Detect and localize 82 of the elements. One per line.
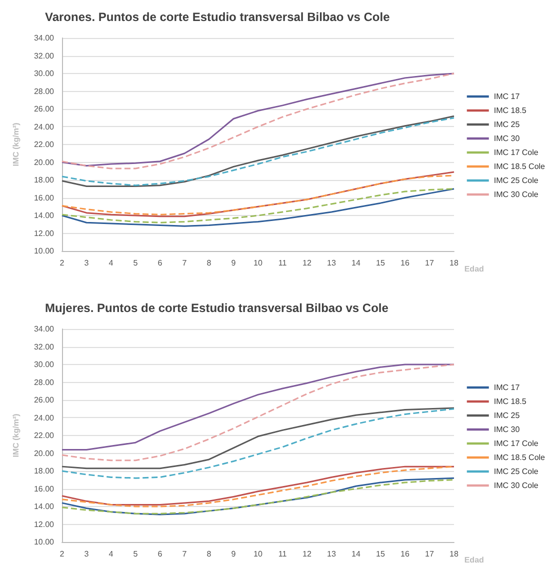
legend-label: IMC 30 — [494, 134, 520, 143]
y-axis-title: IMC (kg/m²) — [12, 413, 20, 458]
x-tick-label: 5 — [133, 258, 138, 268]
legend-label: IMC 25 — [494, 411, 520, 420]
y-tick-label: 30.00 — [34, 69, 55, 78]
legend-label: IMC 17 — [494, 383, 520, 392]
x-tick-label: 17 — [425, 550, 434, 558]
x-tick-label: 9 — [231, 258, 236, 268]
legend-label: IMC 18.5 — [494, 106, 527, 115]
x-tick-label: 4 — [108, 550, 114, 558]
y-tick-label: 18.00 — [34, 176, 55, 184]
x-tick-label: 6 — [158, 550, 163, 558]
x-tick-label: 3 — [84, 258, 90, 268]
y-tick-label: 24.00 — [34, 122, 55, 132]
legend-label: IMC 17 Cole — [494, 148, 539, 157]
x-tick-label: 7 — [182, 258, 188, 268]
x-tick-label: 7 — [182, 550, 188, 558]
y-tick-label: 16.00 — [34, 484, 55, 494]
legend-label: IMC 18.5 Cole — [494, 162, 546, 171]
x-tick-label: 13 — [327, 258, 336, 268]
x-tick-label: 4 — [108, 258, 114, 268]
x-tick-label: 2 — [60, 258, 65, 268]
legend-label: IMC 25 Cole — [494, 467, 539, 476]
y-tick-label: 34.00 — [34, 34, 55, 42]
x-tick-label: 11 — [278, 550, 288, 558]
x-tick-label: 18 — [450, 550, 459, 558]
x-tick-label: 6 — [158, 258, 163, 268]
x-tick-label: 14 — [352, 258, 361, 268]
y-tick-label: 28.00 — [34, 378, 55, 387]
x-tick-label: 9 — [231, 550, 236, 558]
y-tick-label: 14.00 — [34, 502, 55, 511]
y-tick-label: 20.00 — [34, 158, 55, 167]
x-axis-title: Edad — [464, 264, 484, 274]
x-tick-label: 5 — [133, 550, 138, 558]
y-tick-label: 26.00 — [34, 104, 55, 114]
x-tick-label: 17 — [425, 258, 434, 268]
legend-label: IMC 25 — [494, 120, 520, 129]
x-tick-label: 8 — [206, 550, 212, 558]
y-tick-label: 30.00 — [34, 360, 55, 369]
x-tick-label: 2 — [60, 550, 65, 558]
legend-label: IMC 30 Cole — [494, 190, 539, 199]
legend-label: IMC 30 — [494, 425, 520, 434]
x-tick-label: 16 — [400, 550, 410, 558]
x-tick-label: 12 — [302, 550, 312, 558]
y-tick-label: 22.00 — [34, 140, 55, 149]
x-tick-label: 11 — [278, 258, 288, 268]
y-tick-label: 12.00 — [34, 228, 55, 238]
legend-label: IMC 18.5 — [494, 397, 527, 406]
x-tick-label: 18 — [450, 258, 459, 268]
x-tick-label: 12 — [302, 258, 312, 268]
y-tick-label: 26.00 — [34, 396, 55, 404]
legend-label: IMC 30 Cole — [494, 481, 539, 490]
chart-title: Varones. Puntos de corte Estudio transversal Bilbao vs Cole — [45, 10, 390, 24]
y-tick-label: 16.00 — [34, 193, 55, 202]
chart-title: Mujeres. Puntos de corte Estudio transversal Bilbao vs Cole — [45, 301, 389, 315]
x-tick-label: 13 — [327, 550, 336, 558]
legend-label: IMC 17 — [494, 92, 520, 101]
y-tick-label: 18.00 — [34, 466, 55, 476]
legend-label: IMC 18.5 Cole — [494, 453, 546, 462]
x-tick-label: 15 — [376, 550, 386, 558]
y-tick-label: 24.00 — [34, 413, 55, 422]
y-tick-label: 32.00 — [34, 51, 55, 60]
x-tick-label: 14 — [352, 550, 361, 558]
y-tick-label: 10.00 — [34, 246, 55, 256]
y-tick-label: 22.00 — [34, 431, 55, 440]
x-tick-label: 16 — [400, 258, 410, 268]
x-tick-label: 8 — [206, 258, 212, 268]
x-tick-label: 10 — [254, 258, 263, 268]
x-tick-label: 15 — [376, 258, 386, 268]
y-tick-label: 34.00 — [34, 324, 55, 334]
y-tick-label: 28.00 — [34, 86, 55, 96]
y-tick-label: 14.00 — [34, 211, 55, 220]
y-tick-label: 20.00 — [34, 448, 55, 458]
y-axis-title: IMC (kg/m²) — [12, 122, 20, 166]
x-tick-label: 3 — [84, 550, 90, 558]
y-tick-label: 32.00 — [34, 342, 55, 352]
y-tick-label: 12.00 — [34, 520, 55, 529]
x-axis-title: Edad — [464, 556, 484, 564]
legend-label: IMC 25 Cole — [494, 176, 539, 185]
y-tick-label: 10.00 — [34, 538, 55, 546]
legend-label: IMC 17 Cole — [494, 439, 539, 448]
x-tick-label: 10 — [254, 550, 263, 558]
